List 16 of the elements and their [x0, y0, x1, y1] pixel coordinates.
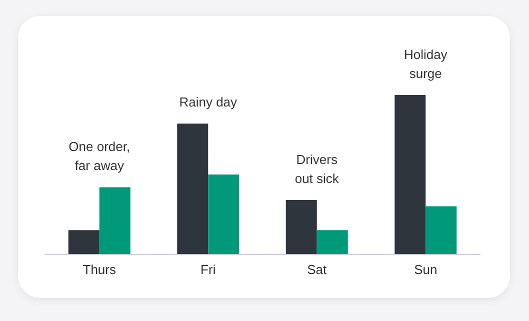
bar — [426, 206, 457, 254]
annotation: Holiday surge — [404, 47, 448, 81]
annotation: Drivers out sick — [294, 152, 340, 186]
annotation: Rainy day — [179, 94, 238, 110]
x-tick-label: Thurs — [82, 262, 116, 277]
bar — [177, 124, 208, 254]
bar — [394, 95, 426, 254]
bar — [99, 187, 130, 254]
x-tick-label: Sat — [307, 262, 328, 277]
bar — [208, 174, 240, 254]
bar — [68, 230, 100, 254]
x-tick-label: Sun — [414, 262, 438, 277]
bar — [316, 230, 348, 254]
annotation: One order, far away — [68, 139, 130, 174]
x-tick-label: Fri — [200, 262, 216, 277]
bar — [286, 200, 317, 254]
